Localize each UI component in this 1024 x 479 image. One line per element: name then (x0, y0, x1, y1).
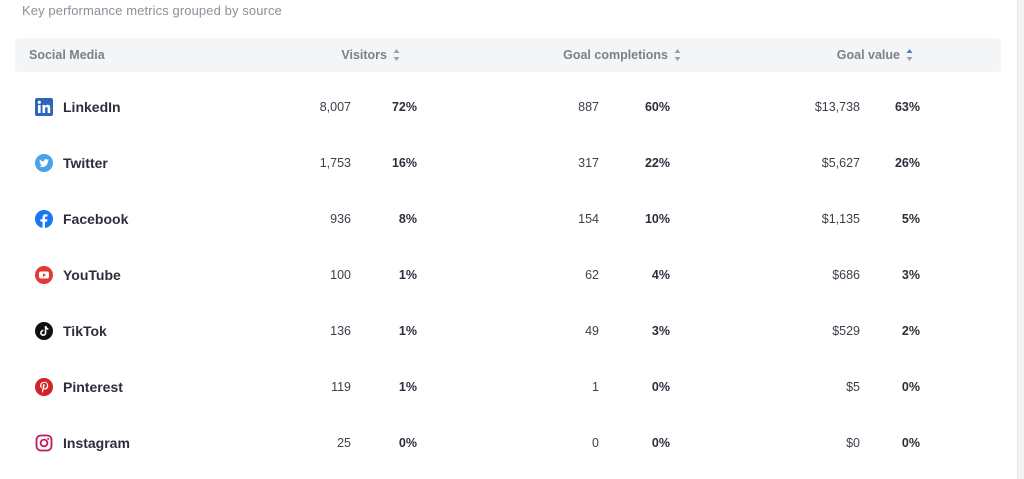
card-subtitle: Key performance metrics grouped by sourc… (22, 3, 282, 18)
column-header-social-media: Social Media (29, 48, 105, 62)
goal-value-percent: 0% (901, 436, 920, 450)
source-name: Pinterest (63, 379, 123, 395)
visitors-value: 8,007 (319, 100, 351, 114)
column-header-visitors[interactable]: Visitors (341, 38, 400, 72)
table-row[interactable]: Pinterest 119 1% 1 0% $5 0% (15, 359, 1001, 415)
visitors-percent: 16% (391, 156, 417, 170)
table-row[interactable]: YouTube 100 1% 62 4% $686 3% (15, 247, 1001, 303)
visitors-percent: 1% (398, 380, 417, 394)
visitors-percent: 0% (398, 436, 417, 450)
table-row[interactable]: Instagram 25 0% 0 0% $0 0% (15, 415, 1001, 471)
goal-completions-percent: 4% (651, 268, 670, 282)
table-row[interactable]: LinkedIn 8,007 72% 887 60% $13,738 63% (15, 79, 1001, 135)
goal-completions-value: 154 (578, 212, 599, 226)
twitter-icon (35, 154, 53, 172)
source-name: Instagram (63, 435, 130, 451)
visitors-value: 100 (330, 268, 351, 282)
visitors-value: 1,753 (319, 156, 351, 170)
visitors-percent: 8% (398, 212, 417, 226)
sort-icon[interactable] (674, 48, 681, 62)
table-row[interactable]: Twitter 1,753 16% 317 22% $5,627 26% (15, 135, 1001, 191)
goal-completions-value: 62 (585, 268, 599, 282)
goal-completions-percent: 3% (651, 324, 670, 338)
goal-completions-percent: 10% (644, 212, 670, 226)
goal-value-amount: $1,135 (821, 212, 860, 226)
table-row[interactable]: Facebook 936 8% 154 10% $1,135 5% (15, 191, 1001, 247)
goal-completions-value: 49 (585, 324, 599, 338)
column-header-goal-completions[interactable]: Goal completions (563, 38, 681, 72)
goal-completions-value: 317 (578, 156, 599, 170)
visitors-value: 136 (330, 324, 351, 338)
goal-value-amount: $5 (846, 380, 860, 394)
tiktok-icon (35, 322, 53, 340)
table-row[interactable]: TikTok 136 1% 49 3% $529 2% (15, 303, 1001, 359)
visitors-percent: 1% (398, 324, 417, 338)
visitors-percent: 1% (398, 268, 417, 282)
goal-value-amount: $686 (832, 268, 860, 282)
goal-value-amount: $5,627 (821, 156, 860, 170)
column-header-goal-value[interactable]: Goal value (837, 38, 913, 72)
visitors-value: 119 (331, 380, 351, 394)
goal-value-percent: 3% (901, 268, 920, 282)
sort-icon[interactable] (393, 48, 400, 62)
goal-completions-value: 1 (592, 380, 599, 394)
goal-value-percent: 0% (901, 380, 920, 394)
instagram-icon (35, 434, 53, 452)
source-name: Twitter (63, 155, 108, 171)
table-header: Social Media Visitors Goal completions G… (15, 38, 1001, 72)
goal-value-percent: 26% (894, 156, 920, 170)
goal-value-percent: 5% (901, 212, 920, 226)
source-name: Facebook (63, 211, 129, 227)
youtube-icon (35, 266, 53, 284)
column-header-visitors-label: Visitors (341, 48, 387, 62)
linkedin-icon (35, 98, 53, 116)
source-name: LinkedIn (63, 99, 121, 115)
goal-completions-value: 887 (578, 100, 599, 114)
pinterest-icon (35, 378, 53, 396)
goal-completions-value: 0 (592, 436, 599, 450)
visitors-percent: 72% (391, 100, 417, 114)
goal-value-amount: $529 (832, 324, 860, 338)
goal-completions-percent: 22% (644, 156, 670, 170)
column-header-goal-value-label: Goal value (836, 48, 900, 62)
facebook-icon (35, 210, 53, 228)
goal-value-percent: 2% (901, 324, 920, 338)
visitors-value: 25 (337, 436, 351, 450)
goal-completions-percent: 0% (651, 436, 670, 450)
source-name: TikTok (63, 323, 107, 339)
goal-completions-percent: 60% (644, 100, 670, 114)
sort-icon[interactable] (906, 48, 913, 62)
column-header-goal-completions-label: Goal completions (563, 48, 668, 62)
goal-value-percent: 63% (894, 100, 920, 114)
goal-value-amount: $13,738 (814, 100, 860, 114)
visitors-value: 936 (330, 212, 351, 226)
goal-completions-percent: 0% (651, 380, 670, 394)
goal-value-amount: $0 (846, 436, 860, 450)
source-name: YouTube (63, 267, 121, 283)
